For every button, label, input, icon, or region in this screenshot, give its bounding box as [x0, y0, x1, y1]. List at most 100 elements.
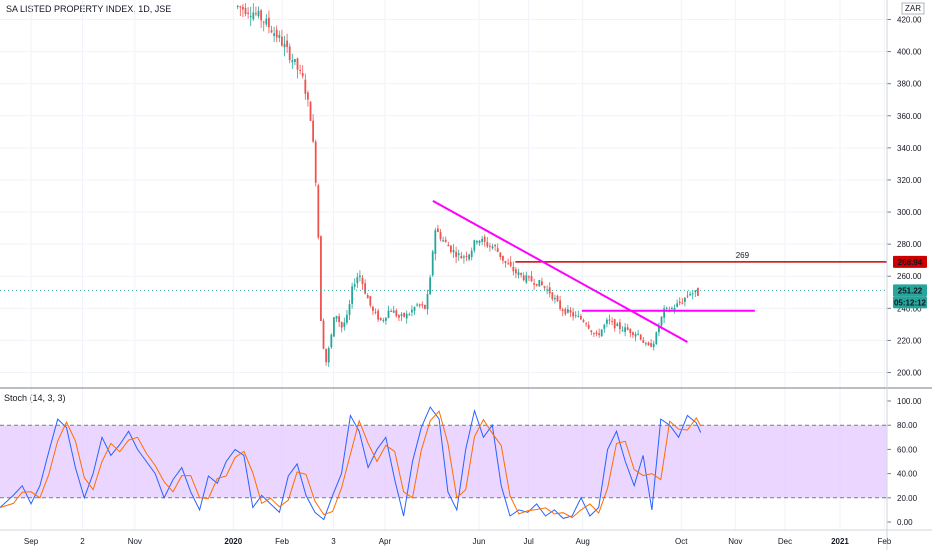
candle: [312, 120, 315, 142]
candle: [587, 324, 590, 329]
candle: [613, 319, 616, 329]
candle: [632, 332, 634, 335]
y-tick-label: 240.00: [897, 304, 922, 313]
candle: [442, 240, 445, 242]
candle: [361, 277, 364, 285]
candle: [340, 322, 343, 328]
candle: [434, 230, 437, 254]
candle: [665, 307, 668, 309]
candle: [608, 319, 611, 321]
candle: [416, 304, 419, 306]
candle: [400, 314, 403, 316]
candle: [291, 60, 294, 63]
candle: [489, 245, 491, 247]
candle: [655, 332, 658, 344]
candle: [533, 283, 536, 285]
candle: [548, 287, 551, 294]
candle: [413, 307, 416, 311]
candle: [265, 18, 268, 25]
candle: [392, 310, 395, 313]
candle: [582, 319, 585, 322]
price-axis: Sep 2 Nov 2020 Feb 3 Apr Jun Jul Aug Oct Nov Dec 2021…: [24, 2, 927, 546]
candle: [483, 236, 486, 242]
candle: [385, 317, 387, 321]
candle: [616, 323, 619, 327]
candle: [567, 309, 569, 313]
candle: [390, 310, 393, 312]
candle: [426, 294, 429, 310]
candle: [270, 30, 273, 33]
candle: [572, 312, 575, 317]
candle: [395, 310, 398, 317]
candle: [372, 306, 374, 311]
candle: [275, 29, 278, 38]
x-tick-label: Nov: [728, 537, 742, 546]
stoch-y-tick-label: 20.00: [897, 494, 918, 503]
x-tick-label: Jul: [524, 537, 534, 546]
candle: [346, 314, 348, 323]
candle: [369, 296, 372, 306]
candle: [663, 308, 666, 318]
candle: [330, 334, 333, 348]
candle: [652, 343, 655, 348]
candle: [686, 295, 689, 297]
candle: [421, 304, 424, 306]
candle: [408, 314, 411, 316]
candle: [403, 312, 406, 317]
resistance-label: 269: [736, 251, 750, 260]
candle: [239, 6, 242, 8]
candle: [517, 272, 520, 275]
resistance-price-label: 268.94: [898, 258, 923, 267]
candle: [515, 269, 517, 274]
candle: [673, 308, 676, 310]
y-tick-label: 400.00: [897, 48, 922, 57]
candle: [452, 250, 455, 253]
candle: [327, 348, 330, 363]
candle: [278, 34, 281, 38]
candle: [343, 322, 346, 327]
candle: [455, 251, 458, 257]
candle: [377, 310, 380, 320]
y-tick-label: 320.00: [897, 176, 922, 185]
stoch-d-line: [0, 410, 702, 519]
candle: [249, 15, 252, 17]
candle: [255, 13, 257, 15]
candle: [590, 330, 593, 333]
x-tick-label: Jun: [473, 537, 486, 546]
last-price-label: 251.22: [898, 286, 923, 295]
candle: [624, 327, 627, 333]
x-tick-label: Aug: [576, 537, 590, 546]
candle: [387, 310, 390, 318]
resistance-price-label-bg: [893, 255, 927, 268]
candle: [593, 332, 595, 334]
candle: [530, 276, 533, 282]
candle: [574, 314, 577, 316]
candle: [691, 293, 694, 295]
x-tick-label: Apr: [379, 537, 392, 546]
candle: [658, 326, 660, 333]
candle: [398, 315, 400, 318]
candle: [645, 343, 647, 345]
candle: [301, 73, 304, 77]
y-tick-label: 260.00: [897, 272, 922, 281]
candle: [299, 69, 302, 71]
candle: [676, 303, 679, 307]
candle: [304, 79, 307, 94]
countdown-label-bg: [893, 296, 927, 309]
candle: [598, 333, 601, 336]
candle: [364, 283, 367, 294]
candle: [307, 92, 309, 100]
candle: [242, 6, 244, 10]
candle: [322, 320, 325, 349]
candle: [660, 316, 663, 326]
candle: [366, 295, 369, 299]
candle: [580, 316, 582, 320]
candle: [429, 277, 432, 295]
candle: [476, 241, 478, 243]
candle: [564, 309, 567, 315]
candle: [325, 348, 328, 363]
candle: [678, 301, 681, 303]
x-tick-label: 2: [80, 537, 85, 546]
candle: [554, 298, 556, 300]
